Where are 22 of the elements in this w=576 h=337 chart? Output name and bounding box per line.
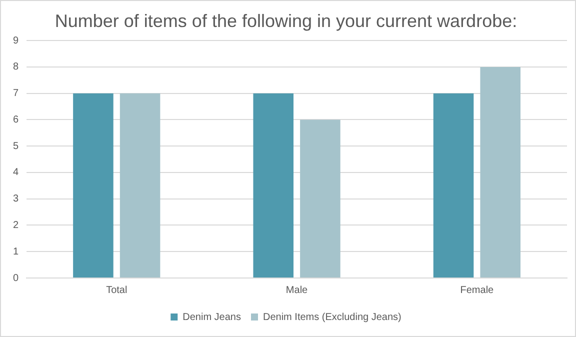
y-tick-label: 4 — [13, 167, 19, 178]
y-tick-label: 3 — [13, 194, 19, 205]
y-tick-label: 8 — [13, 62, 19, 73]
y-tick-label: 9 — [13, 35, 19, 46]
y-tick-label: 0 — [13, 272, 19, 284]
bar — [120, 93, 160, 278]
bar — [300, 120, 340, 278]
legend-label: Denim Jeans — [182, 312, 241, 323]
y-tick-label: 1 — [13, 246, 19, 258]
legend-label: Denim Items (Excluding Jeans) — [262, 312, 402, 323]
bar — [73, 93, 114, 278]
y-tick-label: 7 — [13, 88, 19, 100]
y-tick-label: 2 — [13, 220, 19, 231]
bar — [480, 66, 520, 278]
bar — [253, 93, 294, 278]
x-tick-label: Total — [106, 284, 128, 296]
bar — [433, 93, 474, 278]
y-tick-label: 6 — [13, 114, 19, 126]
x-tick-label: Female — [460, 284, 494, 296]
x-tick-label: Male — [286, 284, 308, 296]
y-tick-label: 5 — [13, 140, 19, 152]
chart-title: Number of items of the following in your current wardrobe: — [54, 10, 518, 31]
